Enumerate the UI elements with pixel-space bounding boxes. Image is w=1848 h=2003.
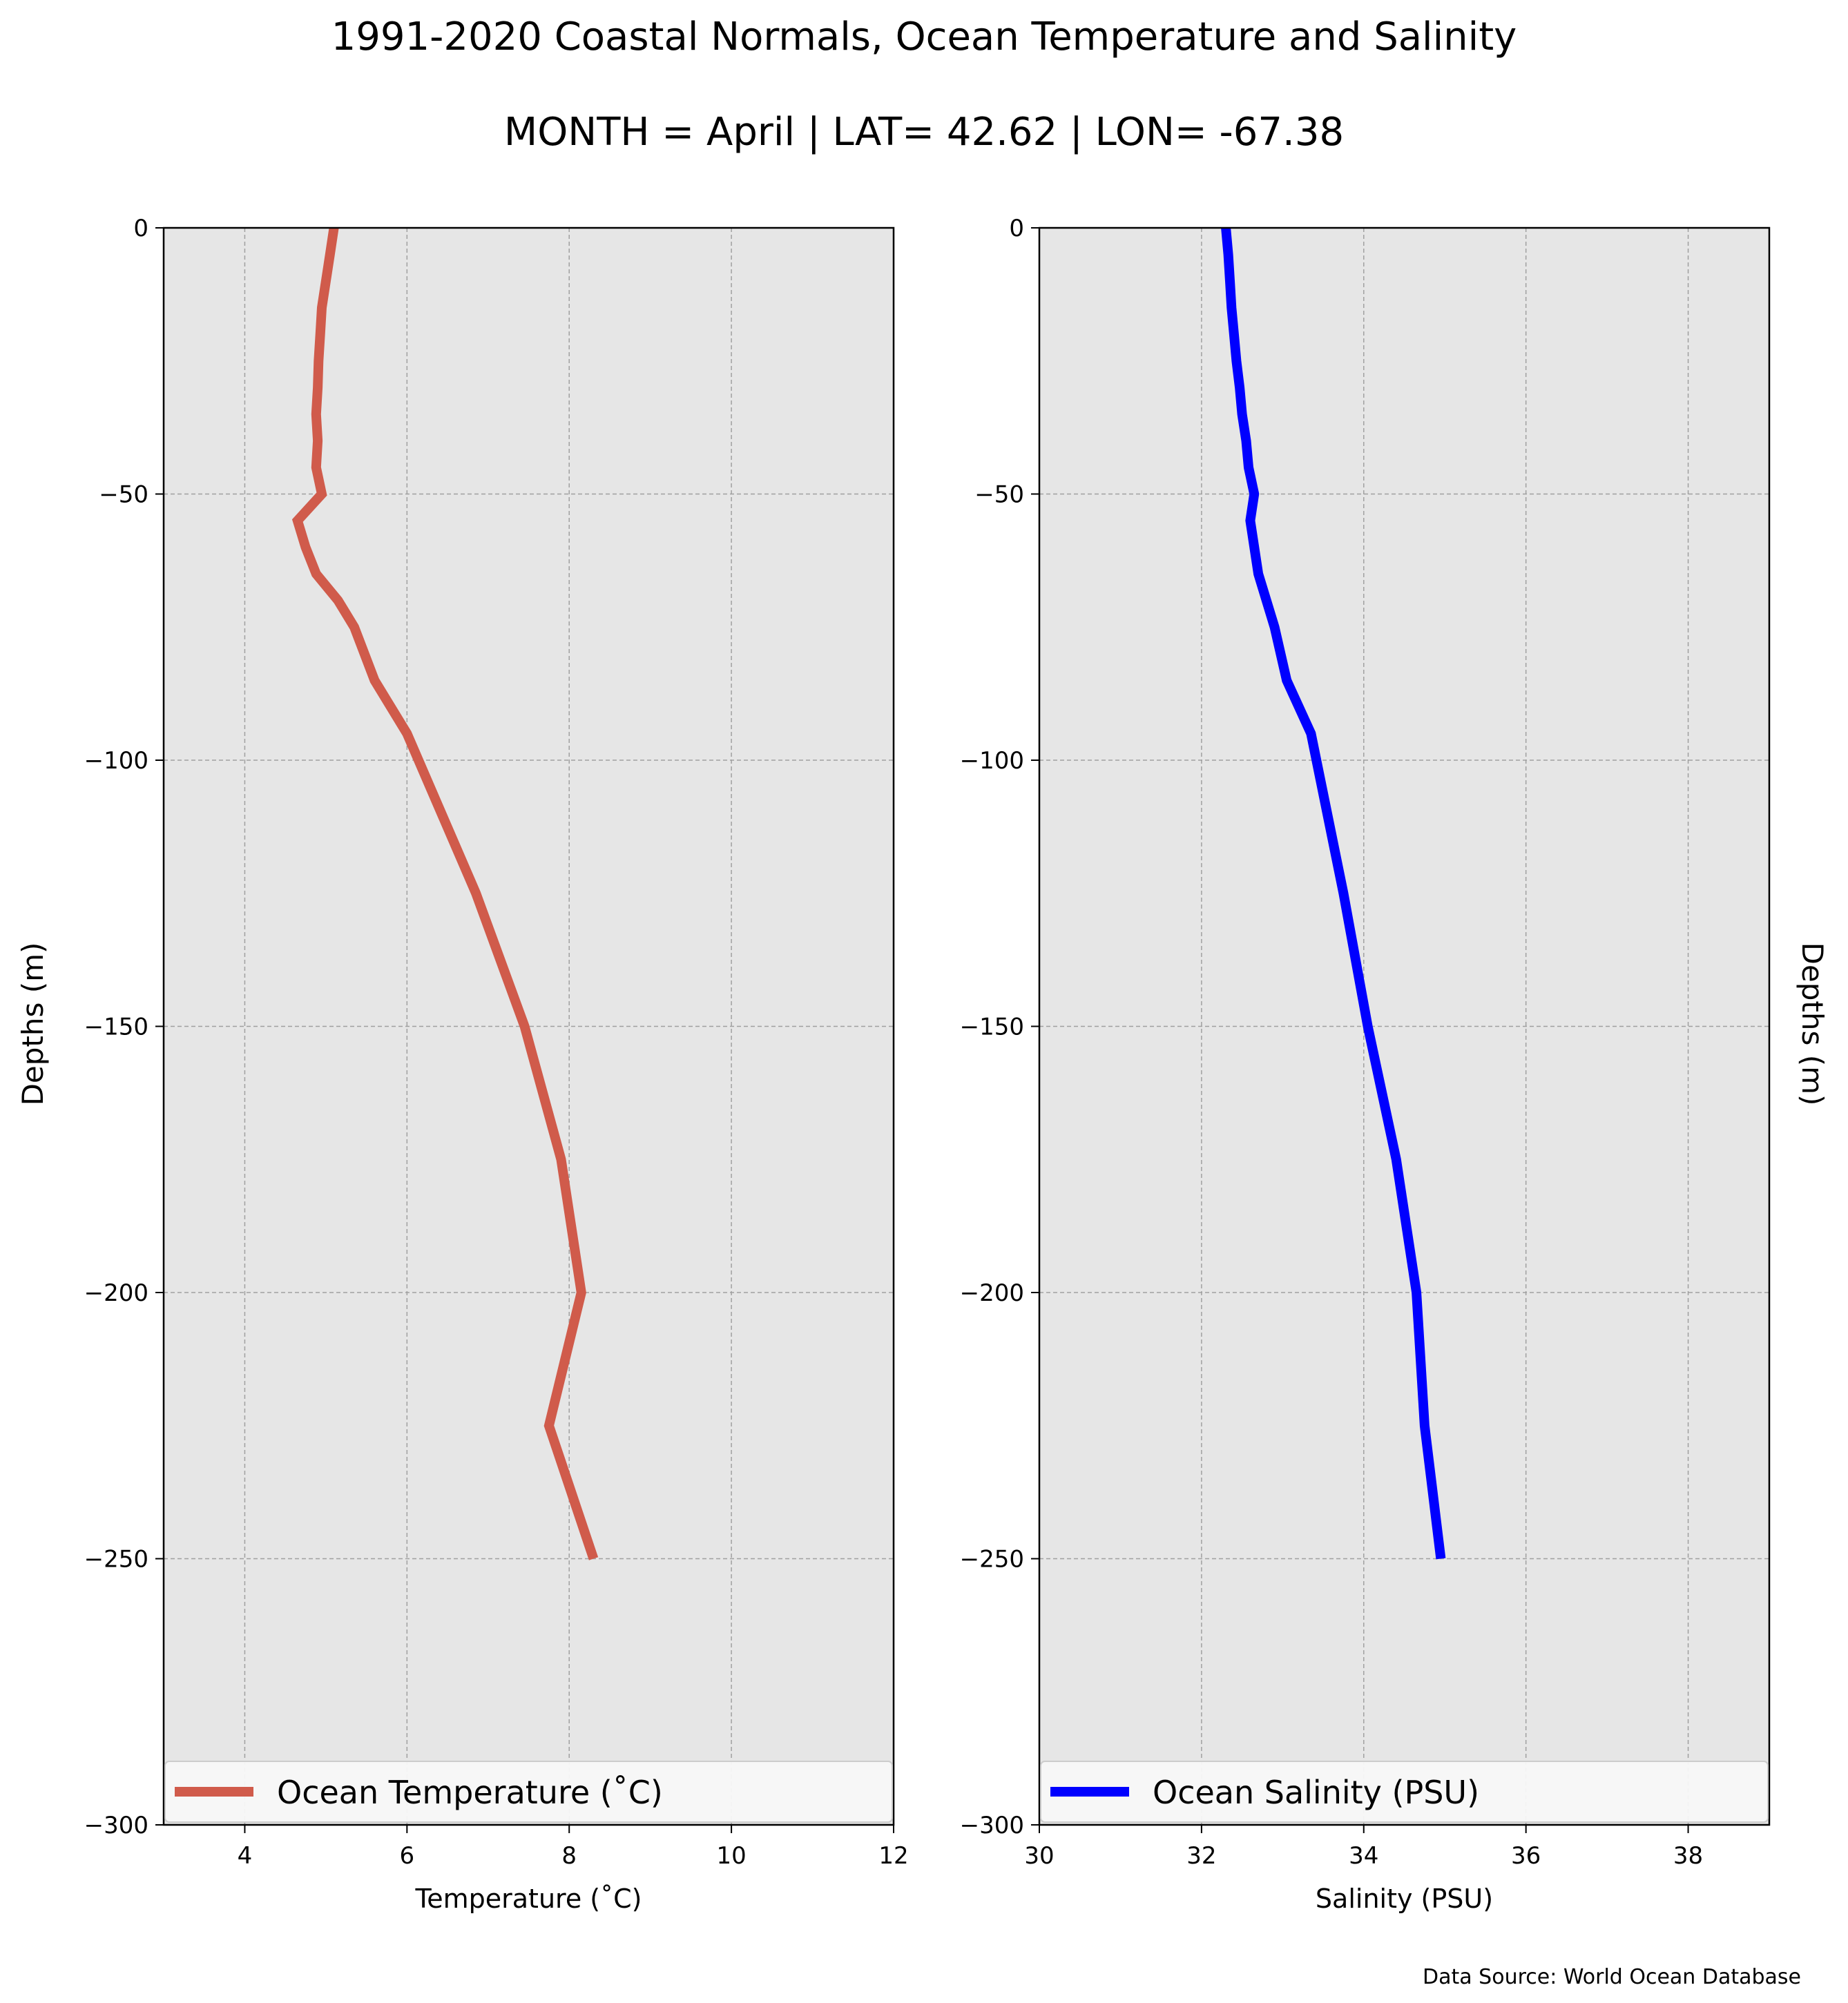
- x-tick-label: 10: [716, 1842, 746, 1870]
- y-tick-label: −100: [84, 747, 148, 775]
- y-tick-label: −300: [960, 1812, 1024, 1839]
- y-tick-label: −250: [960, 1546, 1024, 1574]
- y-tick-label: 0: [133, 215, 148, 242]
- temperature-panel: 4 6 8 10 12 0 −50 −100 −150 −200 −250 −300 Temperatu…: [84, 215, 909, 1914]
- left-ylabel: Depths (m): [16, 942, 50, 1106]
- x-tick-label: 38: [1673, 1842, 1703, 1870]
- legend-box: [164, 1761, 893, 1823]
- x-tick-label: 8: [561, 1842, 577, 1870]
- legend-label: Ocean Temperature (˚C): [277, 1774, 663, 1811]
- right-ylabel: Depths (m): [1796, 942, 1829, 1106]
- x-tick-label: 36: [1511, 1842, 1541, 1870]
- series-line: [291, 226, 599, 1560]
- y-tick-label: −50: [974, 481, 1024, 509]
- x-axis-label: Temperature (˚C): [415, 1884, 642, 1914]
- y-tick-label: −150: [960, 1014, 1024, 1041]
- y-tick-label: −250: [84, 1546, 148, 1574]
- series-line: [1221, 227, 1446, 1560]
- y-tick-label: 0: [1009, 215, 1024, 242]
- x-tick-label: 30: [1024, 1842, 1054, 1870]
- x-tick-label: 32: [1186, 1842, 1216, 1870]
- x-tick-label: 6: [400, 1842, 415, 1870]
- salinity-panel: 30 32 34 36 38 0 −50 −100 −150 −200 −250 −300 Salini…: [960, 215, 1771, 1914]
- x-axis-label: Salinity (PSU): [1316, 1884, 1493, 1914]
- y-tick-label: −300: [84, 1812, 148, 1839]
- y-tick-label: −100: [960, 747, 1024, 775]
- legend-label: Ocean Salinity (PSU): [1153, 1774, 1479, 1811]
- data-source-note: Data Source: World Ocean Database: [1423, 1965, 1801, 1989]
- x-tick-label: 4: [238, 1842, 253, 1870]
- chart-subtitle: MONTH = April | LAT= 42.62 | LON= -67.38: [504, 110, 1344, 155]
- y-tick-label: −200: [960, 1279, 1024, 1307]
- y-tick-label: −150: [84, 1014, 148, 1041]
- x-tick-label: 12: [878, 1842, 908, 1870]
- chart-title: 1991-2020 Coastal Normals, Ocean Tempera…: [331, 14, 1517, 59]
- y-tick-label: −50: [99, 481, 148, 509]
- x-tick-label: 34: [1349, 1842, 1378, 1870]
- y-tick-label: −200: [84, 1279, 148, 1307]
- plot-area: [1039, 228, 1769, 1825]
- legend-box: [1040, 1761, 1769, 1823]
